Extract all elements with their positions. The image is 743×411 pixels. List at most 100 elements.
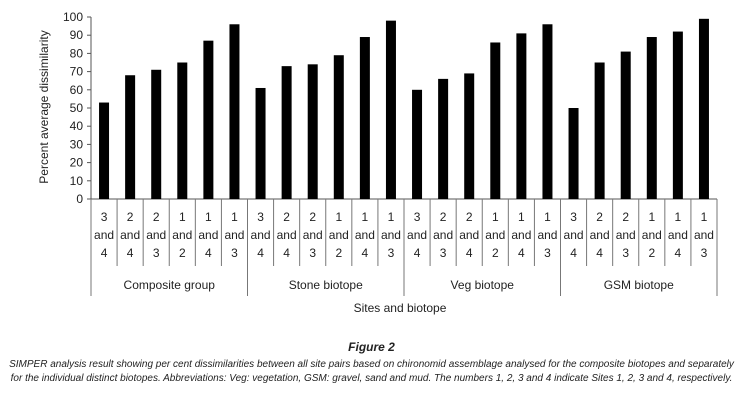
- x-tick-label: and: [694, 228, 714, 242]
- figure-caption: Figure 2 SIMPER analysis result showing …: [0, 340, 743, 386]
- x-tick-label: 2: [492, 246, 499, 260]
- x-tick-label: 1: [179, 210, 186, 224]
- x-tick-label: 2: [648, 246, 655, 260]
- bar: [646, 37, 657, 199]
- x-tick-label: 3: [231, 246, 238, 260]
- x-tick-label: 2: [179, 246, 186, 260]
- x-tick-label: and: [198, 228, 218, 242]
- bar: [385, 20, 396, 199]
- bar: [620, 51, 631, 199]
- y-tick-label: 0: [76, 192, 83, 206]
- axes: 0 10 20 30 40 50 60 70 80 90 100: [63, 10, 718, 296]
- x-tick-label: 2: [335, 246, 342, 260]
- x-tick-label: 4: [466, 246, 473, 260]
- x-tick-label: and: [616, 228, 636, 242]
- x-tick-label: 4: [257, 246, 264, 260]
- x-tick-label: 3: [257, 210, 264, 224]
- x-tick-label: 1: [648, 210, 655, 224]
- y-tick-label: 30: [70, 137, 84, 151]
- bar: [594, 62, 605, 199]
- bar: [516, 33, 527, 199]
- x-tick-label: and: [537, 228, 557, 242]
- y-tick-label: 70: [70, 65, 84, 79]
- bar: [542, 24, 553, 200]
- y-tick-label: 60: [70, 83, 84, 97]
- y-tick-label: 40: [70, 119, 84, 133]
- x-tick-label: 1: [362, 210, 369, 224]
- bar: [464, 73, 475, 199]
- y-tick-label: 20: [70, 156, 84, 170]
- y-tick-label: 10: [70, 174, 84, 188]
- bar: [229, 24, 240, 200]
- bar: [307, 64, 318, 199]
- x-tick-label: 3: [544, 246, 551, 260]
- x-tick-label: and: [120, 228, 140, 242]
- bar: [151, 69, 162, 199]
- bar: [490, 42, 501, 200]
- x-tick-label: and: [94, 228, 114, 242]
- x-tick-label: 4: [518, 246, 525, 260]
- x-tick-label: 2: [440, 210, 447, 224]
- x-tick-label: and: [433, 228, 453, 242]
- x-tick-label: 3: [388, 246, 395, 260]
- x-tick-label: 4: [283, 246, 290, 260]
- x-tick-label: and: [459, 228, 479, 242]
- x-tick-label: and: [355, 228, 375, 242]
- x-tick-label: and: [511, 228, 531, 242]
- x-tick-label: and: [303, 228, 323, 242]
- group-label: Composite group: [124, 278, 216, 292]
- x-tick-label: and: [224, 228, 244, 242]
- x-tick-label: and: [485, 228, 505, 242]
- x-tick-label: 4: [127, 246, 134, 260]
- x-tick-label: 1: [388, 210, 395, 224]
- x-tick-label: and: [146, 228, 166, 242]
- x-tick-label: 1: [492, 210, 499, 224]
- x-tick-label: and: [251, 228, 271, 242]
- bar: [568, 108, 579, 199]
- x-tick-label: 2: [283, 210, 290, 224]
- y-tick-label: 50: [70, 101, 84, 115]
- x-tick-label: 3: [101, 210, 108, 224]
- x-tick-label: 2: [622, 210, 629, 224]
- figure-title: Figure 2: [348, 340, 395, 354]
- bar: [359, 37, 370, 199]
- x-tick-label: 4: [675, 246, 682, 260]
- y-axis-label: Percent average dissimilarity: [37, 30, 51, 183]
- bar: [438, 78, 449, 199]
- bar: [203, 40, 214, 199]
- x-tick-label: and: [277, 228, 297, 242]
- x-tick-label: and: [642, 228, 662, 242]
- bar: [698, 18, 709, 199]
- bar: [99, 102, 110, 199]
- x-tick-label: 2: [309, 210, 316, 224]
- x-tick-label: 3: [440, 246, 447, 260]
- x-tick-label: 4: [101, 246, 108, 260]
- x-axis-label: Sites and biotope: [354, 301, 447, 315]
- bars: [99, 18, 709, 200]
- x-tick-label: 4: [205, 246, 212, 260]
- x-tick-label: 1: [335, 210, 342, 224]
- x-tick-label: and: [407, 228, 427, 242]
- bar: [333, 55, 344, 199]
- x-tick-label: 1: [205, 210, 212, 224]
- x-tick-label: 3: [622, 246, 629, 260]
- x-tick-label: 2: [127, 210, 134, 224]
- bar: [177, 62, 188, 199]
- x-tick-label: 1: [701, 210, 708, 224]
- bar: [672, 31, 683, 200]
- x-group-labels: Composite group Stone biotope Veg biotope G…: [124, 278, 675, 292]
- x-tick-label: 2: [466, 210, 473, 224]
- y-tick-label: 100: [63, 10, 83, 24]
- x-tick-label: 2: [596, 210, 603, 224]
- x-tick-label: 4: [414, 246, 421, 260]
- x-tick-label: 1: [675, 210, 682, 224]
- x-tick-label: 3: [414, 210, 421, 224]
- x-tick-label: and: [381, 228, 401, 242]
- x-tick-label: and: [590, 228, 610, 242]
- x-tick-label: and: [668, 228, 688, 242]
- x-tick-label: and: [564, 228, 584, 242]
- bar: [281, 66, 292, 199]
- x-tick-label: 4: [596, 246, 603, 260]
- x-tick-label: 1: [518, 210, 525, 224]
